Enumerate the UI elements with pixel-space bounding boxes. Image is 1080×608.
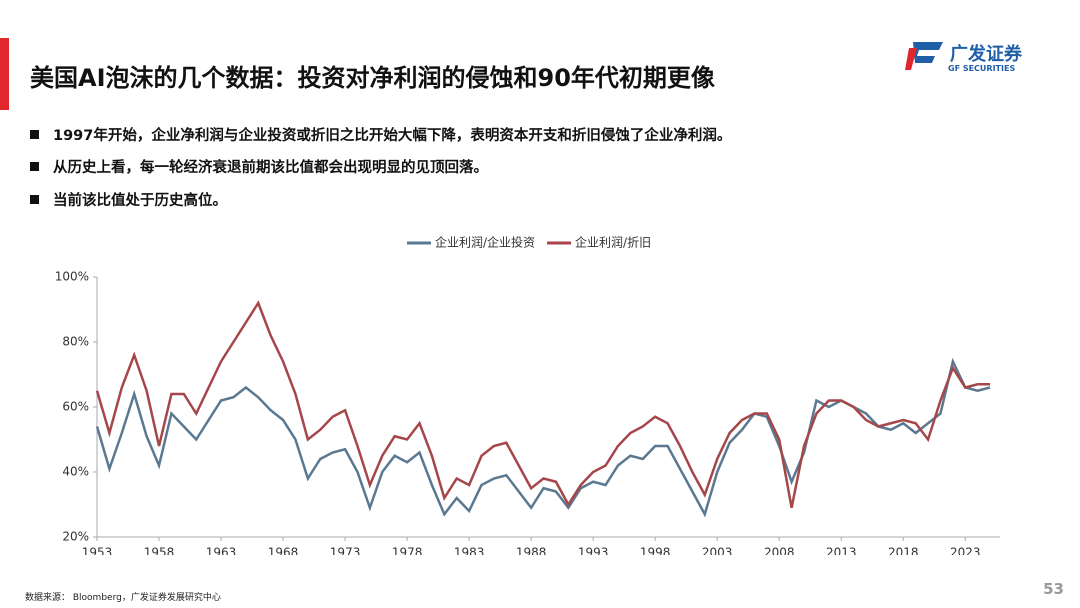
chart: 20% 40% 60% 80% 100% 1953 1958 1963 1968 1973 1978… (55, 235, 1000, 556)
x-tick-label: 2003 (702, 546, 733, 556)
legend-label: 企业利润/折旧 (575, 235, 651, 250)
x-tick-label: 1973 (330, 546, 361, 556)
x-tick-label: 1998 (640, 546, 671, 556)
line (95, 300, 991, 508)
y-tick-label: 40% (62, 465, 89, 479)
logo-name: 广发证券 (950, 44, 1022, 65)
y-tick-label: 80% (62, 335, 89, 349)
bullet-text: 当前该比值处于历史高位。 (53, 193, 227, 209)
x-tick-label: 1958 (144, 546, 175, 556)
x-tick-label: 2013 (826, 546, 857, 556)
y-tick-label: 60% (62, 400, 89, 414)
y-tick-label: 20% (62, 530, 89, 544)
x-tick-label: 2008 (764, 546, 795, 556)
x-tick-label: 2018 (888, 546, 919, 556)
x-tick-label: 1993 (578, 546, 609, 556)
y-tick-label: 100% (55, 270, 89, 284)
bullet-text: 1997年开始，企业净利润与企业投资或折旧之比开始大幅下降，表明资本开支和折旧侵… (53, 128, 732, 144)
logo-subtitle: GF SECURITIES (948, 64, 1016, 73)
page-number: 53 (1043, 580, 1064, 598)
legend-label: 企业利润/企业投资 (435, 235, 535, 250)
x-tick-label: 2023 (950, 546, 981, 556)
slide-title: 美国AI泡沫的几个数据：投资对净利润的侵蚀和90年代初期更像 (30, 64, 715, 92)
x-tick-label: 1983 (454, 546, 485, 556)
x-tick-label: 1968 (268, 546, 299, 556)
line (95, 357, 991, 518)
x-tick-label: 1953 (82, 546, 113, 556)
x-tick-label: 1978 (392, 546, 423, 556)
bullet-text: 从历史上看，每一轮经济衰退前期该比值都会出现明显的见顶回落。 (53, 160, 488, 176)
bullet: 从历史上看，每一轮经济衰退前期该比值都会出现明显的见顶回落。 (30, 156, 488, 177)
source: 数据来源： Bloomberg，广发证券发展研究中心 (25, 593, 221, 603)
bullet: 当前该比值处于历史高位。 (30, 189, 227, 210)
x-tick-label: 1988 (516, 546, 547, 556)
logo-icon (905, 42, 943, 70)
bullet: 1997年开始，企业净利润与企业投资或折旧之比开始大幅下降，表明资本开支和折旧侵… (30, 124, 731, 145)
accent-bar (0, 38, 9, 110)
x-tick-label: 1963 (206, 546, 237, 556)
